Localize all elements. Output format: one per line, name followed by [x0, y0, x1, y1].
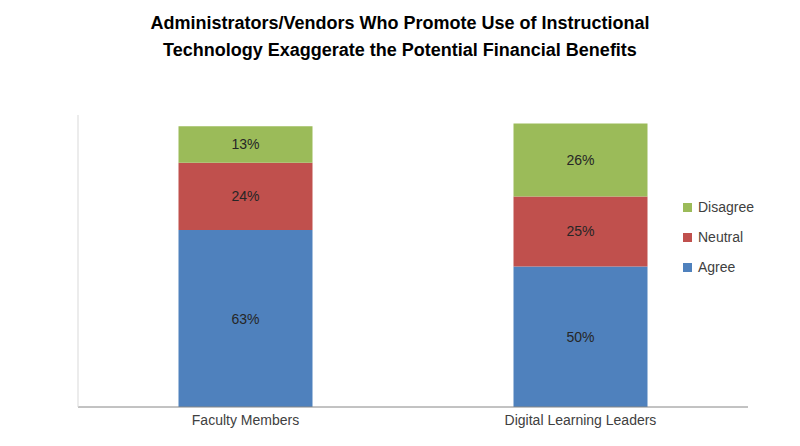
svg-text:50%: 50%: [566, 329, 594, 345]
svg-text:Digital Learning Leaders: Digital Learning Leaders: [505, 412, 657, 428]
svg-text:26%: 26%: [566, 152, 594, 168]
svg-text:Faculty Members: Faculty Members: [192, 412, 299, 428]
html-text:Administrators/Vendors Who Pro: Administrators/Vendors Who Promote Use o…: [150, 13, 650, 60]
svg-text:63%: 63%: [231, 311, 259, 327]
html-text:Agree: Agree: [698, 259, 736, 275]
svg-text:24%: 24%: [231, 188, 259, 204]
svg-text:25%: 25%: [566, 223, 594, 239]
html-text:Disagree: Disagree: [698, 199, 754, 215]
svg-text:13%: 13%: [231, 136, 259, 152]
html-text:Neutral: Neutral: [698, 229, 744, 245]
